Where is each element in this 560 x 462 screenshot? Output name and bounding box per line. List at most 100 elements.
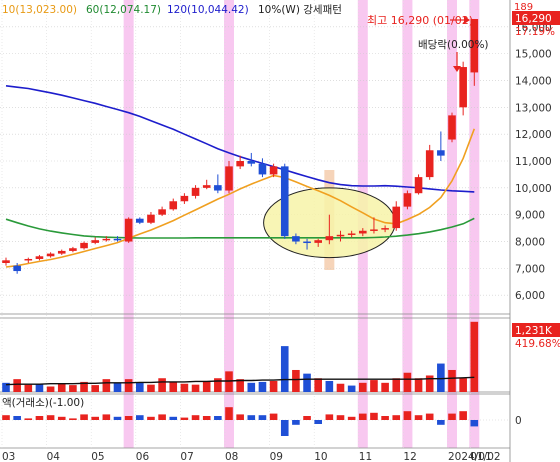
volume-ma-line (5, 376, 475, 386)
volume-bar (269, 380, 278, 392)
sub-bar (35, 416, 44, 420)
y-tick-label: 8,000 (515, 237, 545, 249)
x-tick-label: 04 (47, 451, 61, 462)
sub-bar (158, 414, 166, 420)
candle-down (13, 265, 21, 272)
candle-up (392, 206, 401, 229)
candle-down (437, 150, 445, 156)
candle-up (35, 256, 44, 259)
highlight-band (469, 0, 480, 448)
sub-bar (359, 413, 367, 420)
volume-bar (392, 378, 401, 392)
sub-bar (80, 414, 88, 420)
candle-up (102, 238, 111, 241)
x-tick-label: 03 (2, 451, 15, 462)
volume-bar (191, 384, 200, 392)
volume-bar (325, 380, 334, 392)
legend-ma120: 120(10,044.42) (167, 4, 249, 16)
last-price-value: 16,290 (515, 13, 552, 25)
highlight-band (402, 0, 413, 448)
sub-bar (2, 415, 10, 420)
volume-bar (80, 381, 88, 392)
sub-bar (292, 420, 300, 425)
candle-up (169, 201, 178, 210)
x-tick-label: 09 (270, 451, 283, 462)
candle-up (191, 187, 200, 196)
sub-bar (147, 416, 155, 420)
y-tick-label: 14,000 (515, 75, 552, 87)
sub-bar (69, 418, 77, 420)
candle-up (57, 250, 66, 254)
sub-bar (191, 415, 200, 420)
sub-bar (414, 415, 423, 420)
price-top-label: 189 (514, 2, 533, 13)
ma60-line (5, 217, 475, 239)
candlestick-series[interactable] (2, 19, 479, 274)
volume-bar (414, 378, 423, 392)
sub-bar (347, 416, 356, 420)
candle-up (325, 236, 334, 241)
axes: 16,00015,00014,00013,00012,00011,00010,0… (2, 22, 552, 462)
candle-down (113, 238, 122, 241)
candle-up (359, 230, 367, 234)
volume-bar (280, 346, 289, 392)
candle-up (314, 240, 322, 243)
candle-up (236, 161, 244, 167)
sub-bar (102, 414, 111, 420)
y-tick-label: 15,000 (515, 49, 552, 61)
volume-bar (437, 363, 445, 392)
sub-indicator-series[interactable] (0, 407, 510, 436)
volume-bar (202, 380, 211, 392)
candle-down (214, 185, 222, 191)
sub-bar (124, 416, 133, 420)
candle-up (158, 209, 166, 215)
dividend-arrow-head (453, 66, 461, 72)
x-tick-label: 11 (359, 451, 372, 462)
candle-down (280, 166, 289, 237)
volume-bar (347, 385, 356, 392)
volume-bar (158, 378, 166, 392)
volume-bar (113, 382, 122, 392)
volume-bar (403, 372, 412, 392)
volume-bar (381, 382, 389, 392)
volume-bar (370, 380, 378, 392)
sub-bar (169, 416, 178, 420)
x-tick-label: 06 (136, 451, 150, 462)
y-tick-label: 10,000 (515, 183, 552, 195)
volume-bar (314, 378, 322, 392)
sub-bar (437, 420, 445, 425)
candle-up (370, 229, 378, 231)
candle-up (124, 218, 133, 242)
x-tick-label: 08 (225, 451, 238, 462)
volume-bar (147, 384, 155, 392)
sub-bar (113, 416, 122, 420)
sub-bar (425, 413, 434, 420)
candle-up (381, 228, 389, 230)
volume-bar (236, 379, 244, 392)
x-tick-label: 2024/01 (448, 451, 492, 462)
volume-series[interactable] (2, 321, 479, 392)
volume-bar (169, 381, 178, 392)
highlight-band (447, 0, 457, 448)
y-tick-label: 9,000 (515, 210, 545, 222)
x-tick-label: 05 (91, 451, 104, 462)
candle-up (24, 258, 33, 261)
sub-bar (57, 416, 66, 420)
candle-down (303, 241, 311, 244)
candle-down (292, 236, 300, 242)
volume-bar (24, 384, 33, 392)
sub-bar (448, 413, 456, 420)
candle-up (69, 248, 77, 251)
y-tick-label: 12,000 (515, 129, 552, 141)
high-arrow-head (464, 16, 470, 24)
legend-ma60: 60(12,074.17) (86, 4, 161, 16)
sub-bar (247, 415, 256, 420)
volume-bar (214, 378, 222, 392)
candle-down (247, 161, 256, 164)
sub-bar (214, 416, 222, 420)
volume-change: 419.68% (515, 338, 560, 350)
candle-up (403, 193, 412, 207)
volume-bar (470, 321, 479, 392)
volume-bar (258, 381, 267, 392)
